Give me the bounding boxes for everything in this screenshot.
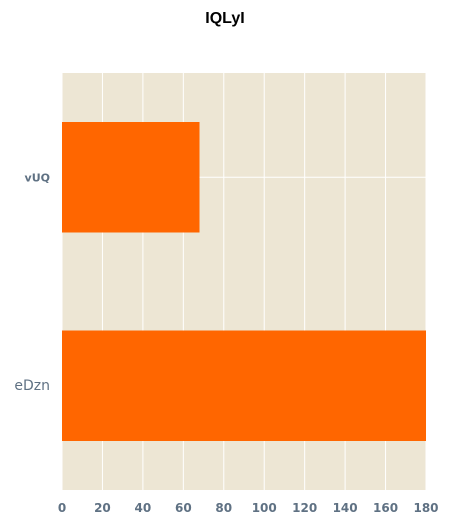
x-tick-label-180: 180 [413,501,438,515]
x-axis-ticks: 0 20 40 60 80 100 120 140 160 180 [58,501,439,515]
y-tick-label-eDzn: eDzn [14,378,50,394]
x-tick-label-120: 120 [292,501,317,515]
x-tick-label-160: 160 [373,501,398,515]
y-axis-labels: vUQ eDzn [14,171,50,394]
x-tick-label-60: 60 [175,501,192,515]
bar-eDzn [62,330,426,442]
x-tick-label-20: 20 [94,501,111,515]
chart-title: IQLyI [205,10,245,27]
x-tick-label-80: 80 [215,501,232,515]
x-tick-label-40: 40 [135,501,152,515]
bar-vUQ [62,121,200,233]
x-tick-label-100: 100 [252,501,277,515]
bars [62,121,426,442]
x-tick-label-0: 0 [58,501,66,515]
x-tick-label-140: 140 [333,501,358,515]
y-tick-label-vUQ: vUQ [25,171,50,184]
